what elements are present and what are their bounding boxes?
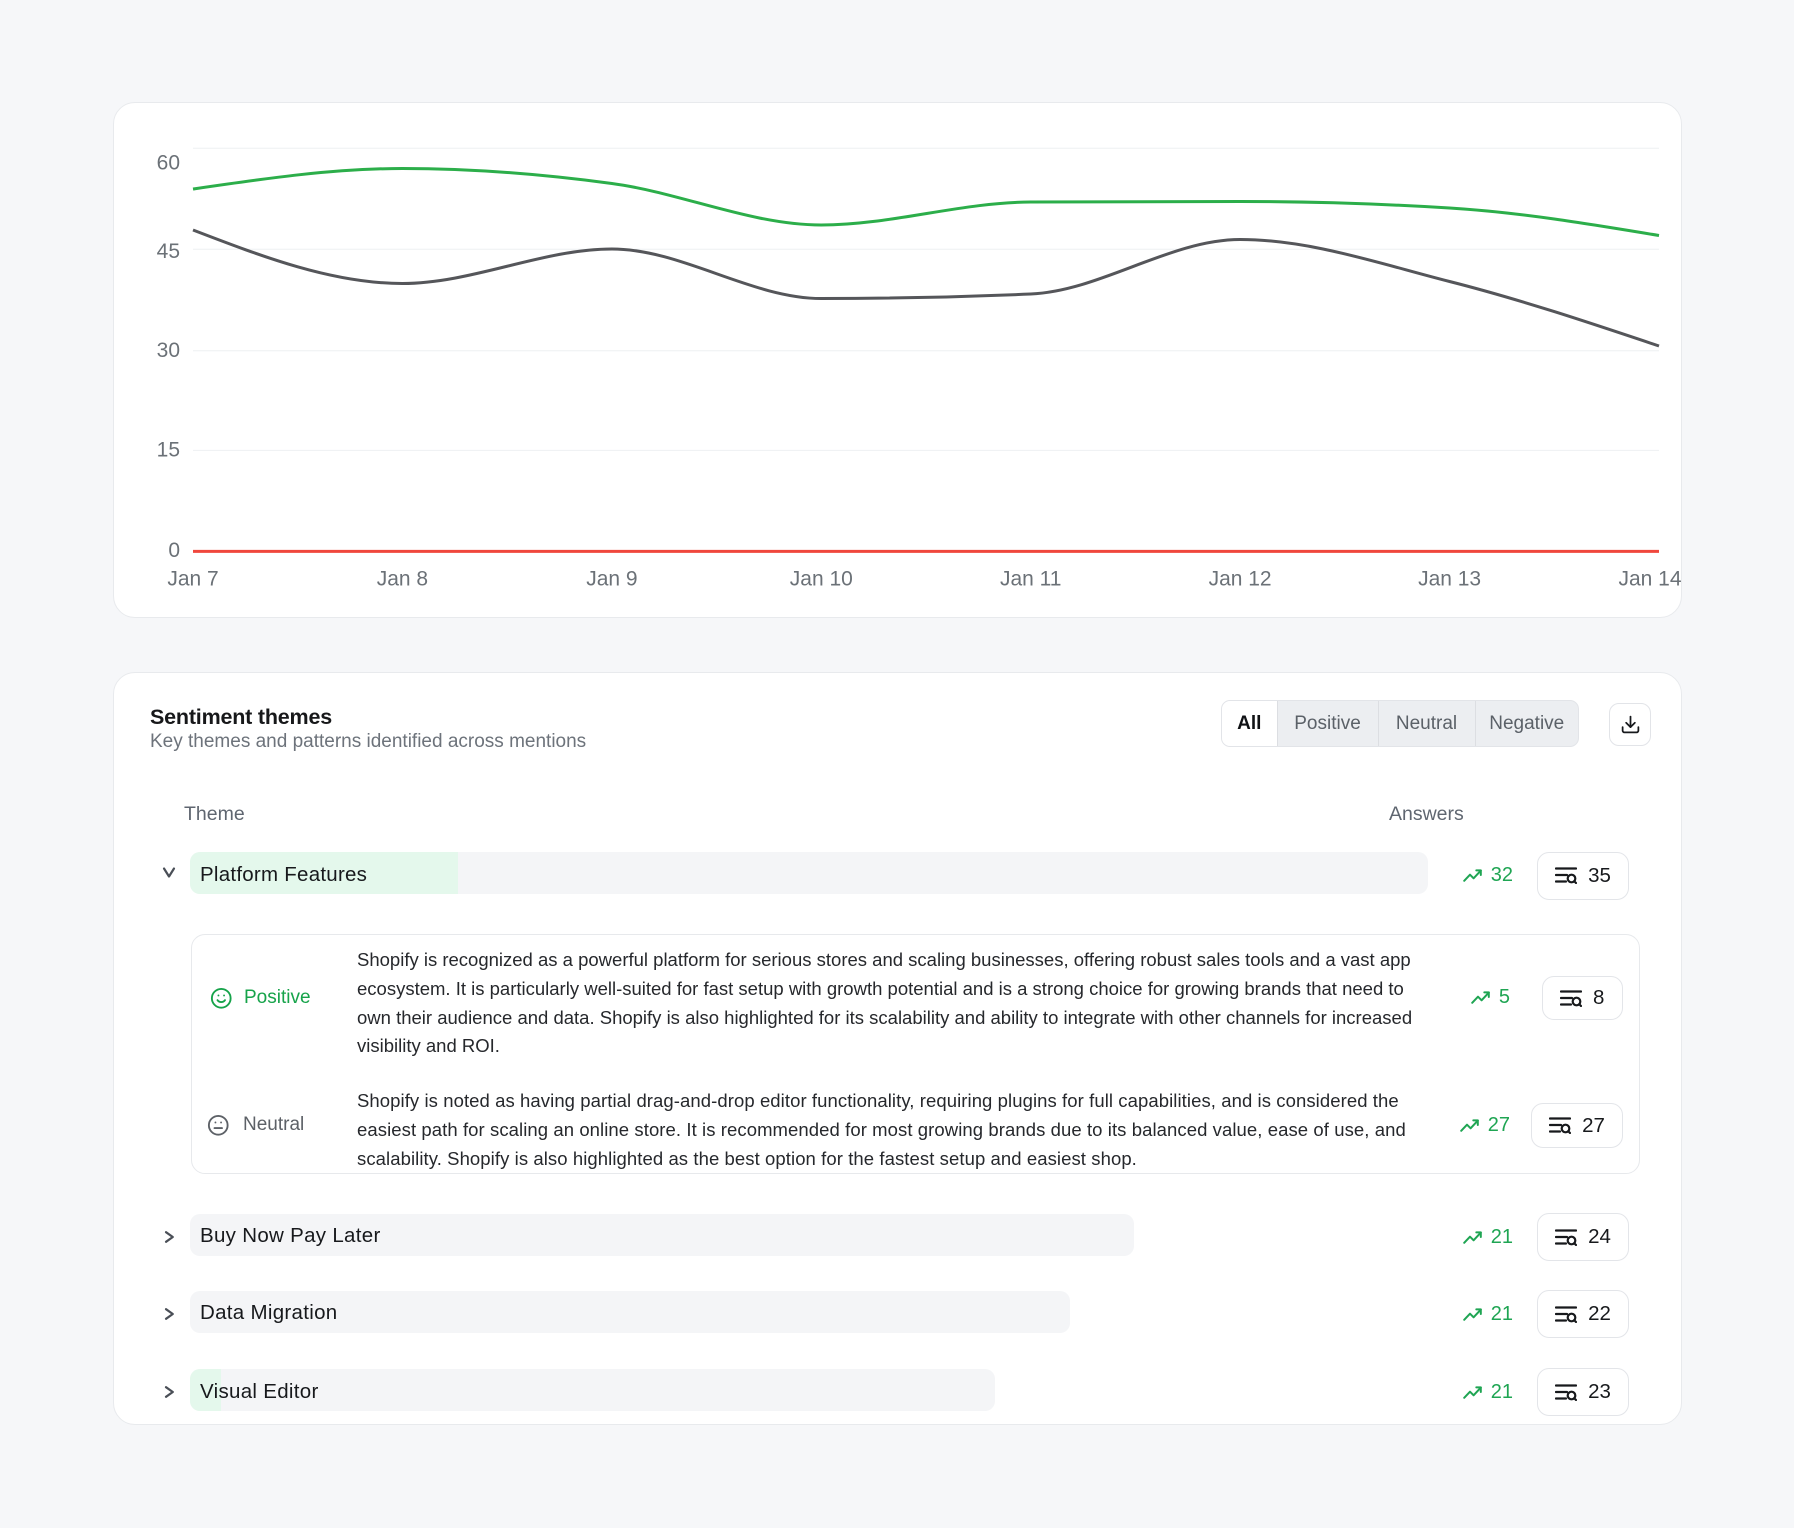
svg-text:60: 60: [157, 152, 180, 175]
svg-text:Jan 9: Jan 9: [586, 568, 637, 591]
svg-text:15: 15: [157, 439, 180, 462]
svg-text:Jan 13: Jan 13: [1418, 568, 1481, 591]
svg-text:0: 0: [168, 539, 180, 562]
svg-text:Jan 11: Jan 11: [1000, 568, 1061, 591]
svg-text:Jan 12: Jan 12: [1209, 568, 1272, 591]
svg-text:Jan 10: Jan 10: [790, 568, 853, 591]
svg-text:Jan 7: Jan 7: [167, 568, 218, 591]
svg-text:Jan 8: Jan 8: [377, 568, 428, 591]
svg-text:Jan 14: Jan 14: [1618, 568, 1681, 591]
svg-text:45: 45: [157, 240, 180, 263]
svg-text:30: 30: [157, 339, 180, 362]
